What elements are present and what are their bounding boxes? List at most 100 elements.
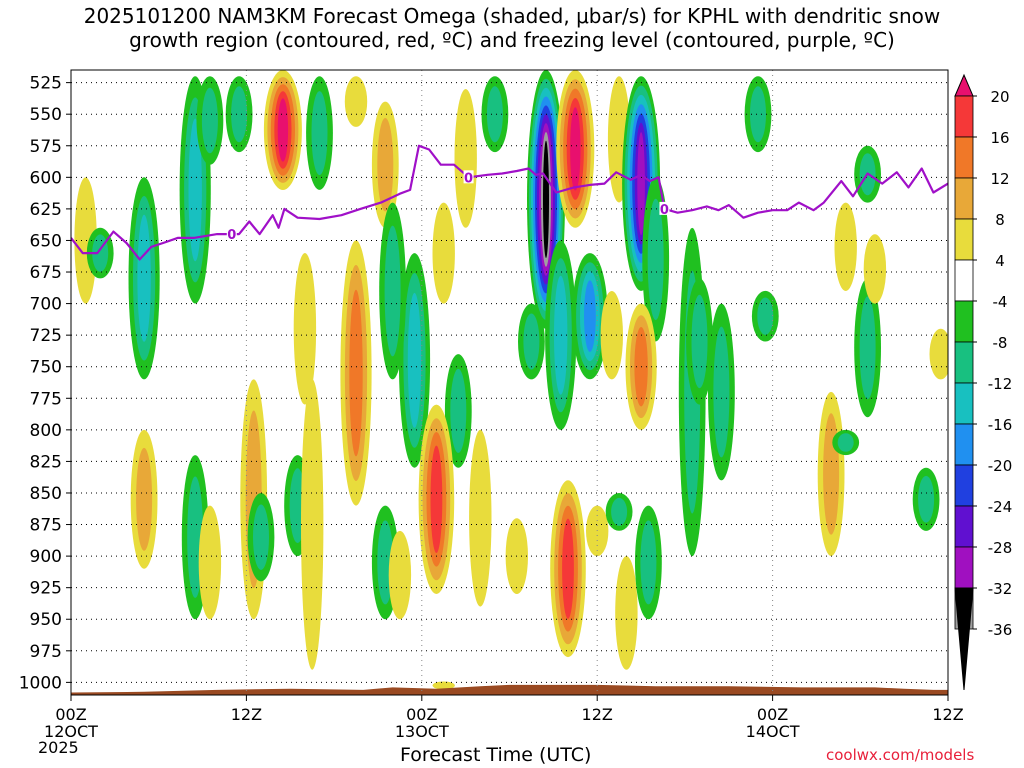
x-tick-label: 12Z [582, 705, 613, 724]
x-tick-date-label: 14OCT [746, 722, 800, 741]
omega-contour [277, 98, 289, 162]
omega-contour [929, 328, 948, 380]
omega-cell [929, 328, 948, 380]
x-tick-label: 12Z [231, 705, 262, 724]
omega-cell [379, 202, 406, 380]
omega-cell [635, 505, 662, 620]
colorbar-bottom-arrow [954, 587, 974, 691]
omega-cell [550, 480, 586, 658]
omega-cell [854, 278, 881, 418]
colorbar-label: -4 [993, 293, 1008, 311]
freezing-level-label-bg [463, 170, 474, 184]
omega-contour [647, 198, 664, 321]
x-tick-label: 00Z [406, 705, 437, 724]
omega-cell [572, 253, 608, 380]
omega-cell [247, 493, 275, 582]
colorbar-label: -16 [988, 416, 1013, 434]
omega-contour [469, 429, 492, 607]
site-credit-link[interactable]: coolwx.com/models [826, 746, 975, 764]
omega-cell [912, 467, 940, 531]
omega-cell [751, 290, 779, 342]
chart-title: 2025101200 NAM3KM Forecast Omega (shaded… [0, 4, 1024, 52]
omega-contour [640, 520, 657, 605]
x-axis-title: Forecast Time (UTC) [400, 744, 592, 766]
x-tick-label: 00Z [55, 705, 86, 724]
omega-contour [137, 214, 151, 342]
colorbar-bin [954, 259, 974, 302]
colorbar-label: 8 [995, 211, 1005, 229]
omega-contour [834, 202, 857, 291]
y-tick-label: 675 [30, 263, 62, 283]
omega-contour [388, 530, 412, 620]
colorbar-top-arrow [954, 73, 974, 97]
y-tick-label: 775 [30, 389, 62, 409]
omega-cell [605, 493, 633, 531]
colorbar-bin [954, 95, 974, 138]
omega-cell [817, 391, 845, 557]
y-tick-label: 625 [30, 200, 62, 220]
omega-contour [293, 252, 317, 405]
colorbar-label: 20 [990, 88, 1009, 106]
colorbar-bin [954, 341, 974, 384]
omega-contour [454, 88, 477, 228]
omega-cell [388, 530, 412, 620]
omega-cell [834, 202, 857, 291]
omega-contour [344, 76, 368, 127]
colorbar-bin [954, 300, 974, 343]
y-tick-label: 550 [30, 105, 62, 125]
x-tick-date-label: 13OCT [395, 722, 449, 741]
omega-contour [570, 107, 581, 191]
x-tick-label: 00Z [757, 705, 788, 724]
omega-contour [615, 556, 638, 670]
colorbar: 20 16 12 8 4 -4 -8 -12 -16 -20 -24 -28 -32 -36 [954, 73, 1013, 691]
grid-lines [71, 70, 948, 695]
omega-cell [344, 76, 368, 127]
y-tick-label: 750 [30, 358, 62, 378]
omega-contour [188, 118, 202, 262]
colorbar-bin [954, 382, 974, 425]
omega-cell [518, 303, 545, 380]
y-tick-label: 850 [30, 484, 62, 504]
y-tick-label: 800 [30, 421, 62, 441]
omega-contour [311, 91, 328, 176]
omega-contour [377, 118, 394, 212]
omega-contour [691, 294, 708, 389]
omega-contour [407, 292, 422, 428]
omega-cell [708, 303, 735, 481]
omega-contour [837, 433, 854, 452]
omega-shading [74, 70, 948, 690]
colorbar-label: 12 [990, 170, 1009, 188]
y-tick-label: 725 [30, 326, 62, 346]
omega-contour [863, 234, 887, 304]
omega-cell [832, 429, 860, 456]
y-tick-label: 925 [30, 579, 62, 599]
omega-cell [263, 70, 302, 190]
colorbar-bin [954, 546, 974, 589]
omega-contour [432, 202, 455, 304]
omega-contour [584, 280, 596, 353]
colorbar-label: -24 [988, 498, 1013, 516]
freezing-level-label: 0 [660, 203, 669, 218]
chart-title-line2: growth region (contoured, red, ºC) and f… [129, 28, 895, 52]
omega-cell [340, 240, 372, 506]
omega-contour [301, 379, 324, 670]
y-tick-label: 700 [30, 295, 62, 315]
ground-surface [71, 684, 948, 695]
year-label: 2025 [38, 738, 79, 757]
omega-contour [554, 275, 568, 395]
omega-contour [198, 505, 222, 620]
omega-cell [432, 681, 455, 690]
omega-contour [859, 296, 876, 400]
omega-cell [306, 76, 333, 190]
omega-contour [253, 504, 269, 570]
colorbar-bin [954, 136, 974, 179]
colorbar-label: -20 [988, 457, 1013, 475]
y-tick-label: 900 [30, 547, 62, 567]
x-tick-label: 12Z [932, 705, 963, 724]
freezing-level-label-bg [226, 227, 237, 241]
freezing-level-label-bg [659, 201, 670, 215]
colorbar-label: -36 [988, 621, 1013, 639]
omega-cell [686, 278, 713, 405]
y-tick-label: 950 [30, 610, 62, 630]
y-tick-label: 525 [30, 74, 62, 94]
